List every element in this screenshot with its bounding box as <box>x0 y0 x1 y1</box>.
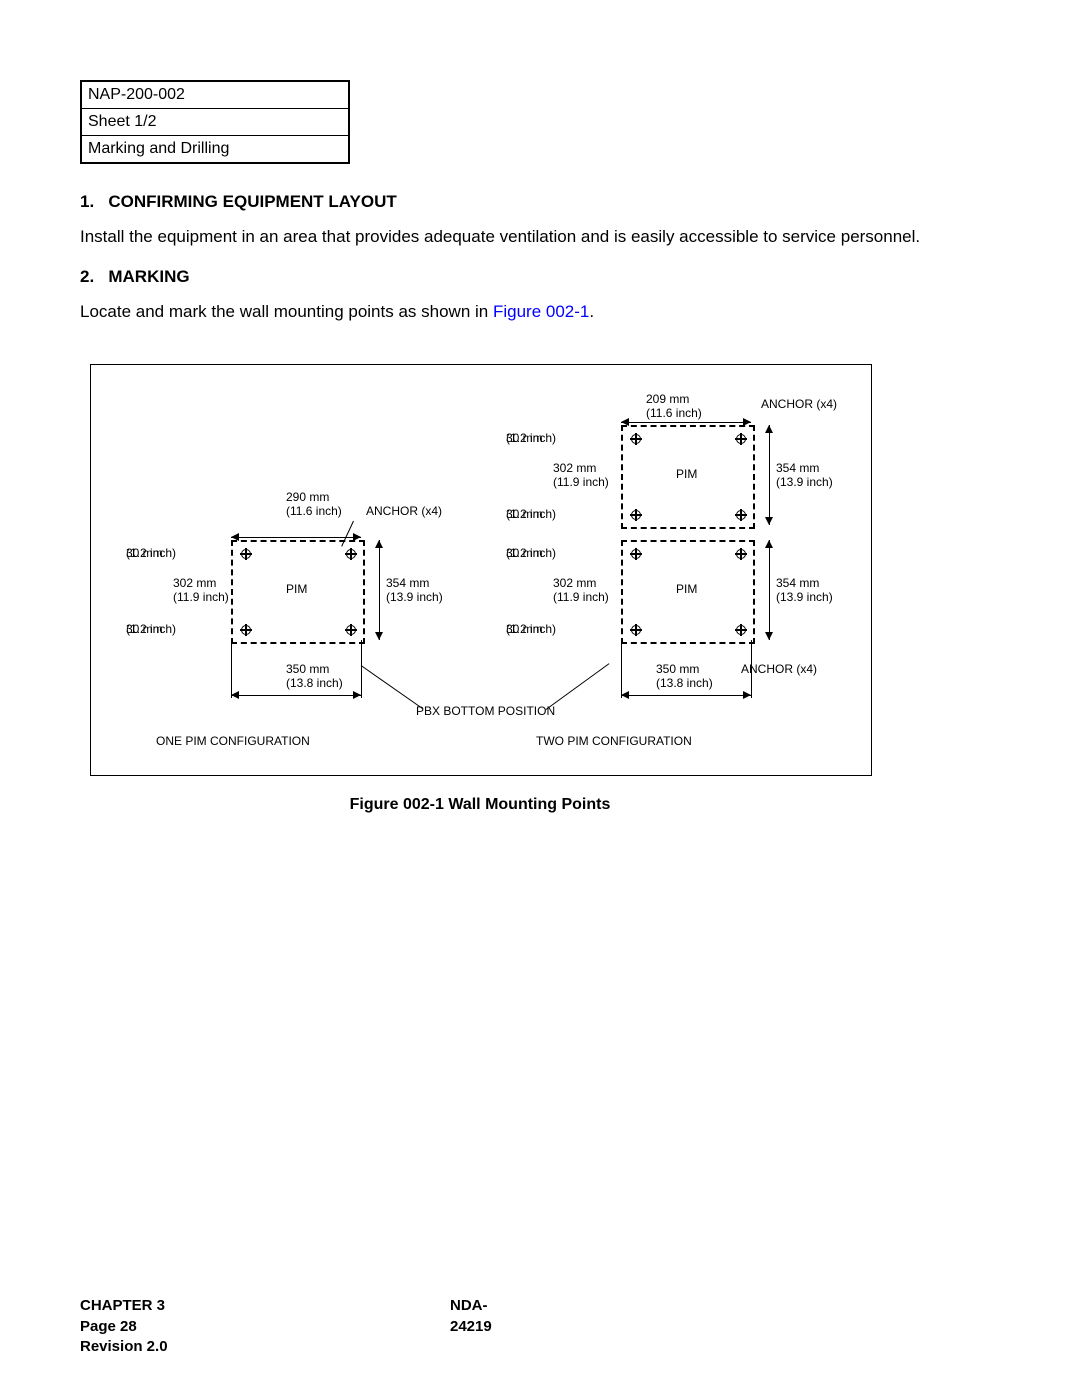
leader-line <box>361 665 423 709</box>
arrow-icon <box>765 632 773 640</box>
two-pim-lower-pim-label: PIM <box>676 583 697 597</box>
anchor-label-left: ANCHOR (x4) <box>366 505 442 519</box>
arrow-icon <box>375 540 383 548</box>
section-1-heading: CONFIRMING EQUIPMENT LAYOUT <box>108 192 396 211</box>
ext-line <box>231 640 232 698</box>
anchor-dot <box>241 549 251 559</box>
anchor-dot <box>346 625 356 635</box>
one-pim-pim-label: PIM <box>286 583 307 597</box>
header-table: NAP-200-002 Sheet 1/2 Marking and Drilli… <box>80 80 350 164</box>
section-1-body: Install the equipment in an area that pr… <box>80 226 1000 249</box>
one-pim-config-label: ONE PIM CONFIGURATION <box>156 735 310 749</box>
anchor-dot <box>346 549 356 559</box>
footer-doc: NDA-24219 <box>450 1296 492 1337</box>
ext-line <box>621 640 622 698</box>
arrow-icon <box>743 691 751 699</box>
section-2-body-pre: Locate and mark the wall mounting points… <box>80 302 493 321</box>
page: NAP-200-002 Sheet 1/2 Marking and Drilli… <box>0 0 1080 1397</box>
two-pim-config-label: TWO PIM CONFIGURATION <box>536 735 692 749</box>
ext-line <box>361 640 362 698</box>
anchor-dot <box>736 510 746 520</box>
two-pim-upper-pim-label: PIM <box>676 468 697 482</box>
section-1-num: 1. <box>80 192 94 211</box>
arrow-icon <box>765 517 773 525</box>
pbx-bottom-position-label: PBX BOTTOM POSITION <box>416 705 555 719</box>
dim-line <box>769 540 770 640</box>
anchor-dot <box>631 549 641 559</box>
header-row-2: Sheet 1/2 <box>81 109 349 136</box>
section-2-title: 2. MARKING <box>80 267 1000 287</box>
arrow-icon <box>375 632 383 640</box>
dim-line <box>769 425 770 525</box>
arrow-icon <box>353 533 361 541</box>
anchor-label-right-bottom: ANCHOR (x4) <box>741 663 817 677</box>
header-row-1: NAP-200-002 <box>81 81 349 109</box>
anchor-label-right-top: ANCHOR (x4) <box>761 398 837 412</box>
arrow-icon <box>765 425 773 433</box>
dim-line <box>231 695 361 696</box>
figure-caption: Figure 002-1 Wall Mounting Points <box>80 796 880 814</box>
footer-chapter: CHAPTER 3 <box>80 1297 165 1314</box>
dim-line <box>621 695 751 696</box>
arrow-icon <box>743 418 751 426</box>
section-2-heading: MARKING <box>108 267 189 286</box>
section-2-body-post: . <box>589 302 594 321</box>
anchor-dot <box>736 549 746 559</box>
header-row-3: Marking and Drilling <box>81 136 349 164</box>
anchor-dot <box>631 434 641 444</box>
dim-line <box>231 537 361 538</box>
section-2-num: 2. <box>80 267 94 286</box>
anchor-dot <box>736 625 746 635</box>
arrow-icon <box>353 691 361 699</box>
page-footer: CHAPTER 3 Page 28 Revision 2.0 NDA-24219 <box>80 1296 168 1357</box>
leader-line <box>546 663 610 710</box>
anchor-dot <box>631 625 641 635</box>
arrow-icon <box>621 418 629 426</box>
dim-line <box>379 540 380 640</box>
arrow-icon <box>231 533 239 541</box>
footer-page: Page 28 <box>80 1318 137 1335</box>
anchor-dot <box>631 510 641 520</box>
ext-line <box>751 640 752 698</box>
section-1-title: 1. CONFIRMING EQUIPMENT LAYOUT <box>80 192 1000 212</box>
anchor-dot <box>241 625 251 635</box>
dim-line <box>621 422 751 423</box>
arrow-icon <box>231 691 239 699</box>
footer-revision: Revision 2.0 <box>80 1338 168 1355</box>
arrow-icon <box>621 691 629 699</box>
figure-box: PIM ANCHOR (x4) 290 mm(11.6 inch) 30 mm … <box>90 364 872 776</box>
figure-reference-link[interactable]: Figure 002-1 <box>493 302 589 321</box>
section-2-body: Locate and mark the wall mounting points… <box>80 301 1000 324</box>
anchor-dot <box>736 434 746 444</box>
arrow-icon <box>765 540 773 548</box>
